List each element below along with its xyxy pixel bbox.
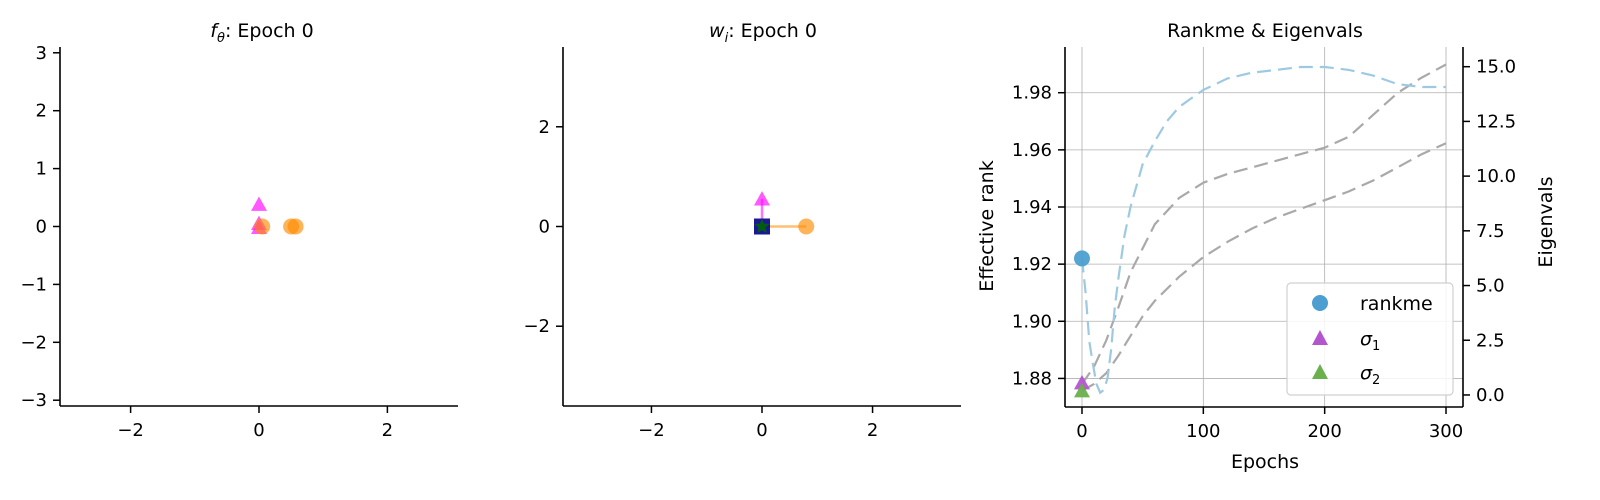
- legend-sigma1-symbol: σ: [1360, 328, 1373, 350]
- sigma2-marker: [1073, 383, 1090, 398]
- panel3-y2tick-label: 7.5: [1476, 221, 1505, 242]
- legend-sigma1-sub: 1: [1372, 339, 1380, 354]
- panel2-axes: −2 0 2 2 0 −2: [523, 47, 961, 441]
- panel3-ytick-label: 1.98: [1012, 83, 1052, 104]
- panel-rankme-eigenvals: Rankme & Eigenvals 0 100 200 300 1.88 1.90 1.9…: [976, 20, 1557, 473]
- panel1-ytick-label: 0: [36, 217, 47, 238]
- legend-sigma2-label: σ2: [1360, 362, 1380, 388]
- sigma1-marker: [1073, 374, 1090, 390]
- panel1-title-var: f: [210, 20, 220, 42]
- panel2-xtick-label: −2: [638, 420, 665, 441]
- panel2-title-rest: : Epoch 0: [728, 20, 817, 42]
- panel3-ytick-label: 1.94: [1012, 197, 1052, 218]
- panel3-ylabel: Effective rank: [976, 160, 998, 291]
- panel3-y2tick-label: 15.0: [1476, 57, 1516, 78]
- panel1-xtick-label: 2: [382, 420, 393, 441]
- panel2-xtick-label: 0: [756, 420, 767, 441]
- panel3-ytick-label: 1.96: [1012, 140, 1052, 161]
- panel3-y2tick-label: 0.0: [1476, 385, 1505, 406]
- panel2-title: wi: Epoch 0: [709, 20, 817, 46]
- panel1-ytick-label: 3: [36, 43, 47, 64]
- panel1-ytick-label: −3: [20, 390, 47, 411]
- panel3-ytick-label: 1.90: [1012, 311, 1052, 332]
- panel1-xtick-label: −2: [117, 420, 144, 441]
- panel3-title: Rankme & Eigenvals: [1167, 20, 1363, 42]
- eigenval-curve-2: [1081, 142, 1447, 392]
- panel3-xtick-label: 100: [1186, 421, 1220, 442]
- rankme-marker: [1073, 250, 1090, 267]
- legend-sigma1-label: σ1: [1360, 328, 1380, 354]
- panel3-axes: 0 100 200 300 1.88 1.90 1.92 1.94 1.96 1.98 0.0 2.5…: [1012, 47, 1516, 442]
- legend-frame: [1286, 282, 1454, 396]
- panel2-point-star: [754, 218, 770, 233]
- panel1-title-sub: θ: [217, 31, 225, 46]
- panel3-marks: [1073, 63, 1447, 398]
- panel1-point-triangle: [251, 196, 267, 211]
- panel1-point-circle: [287, 218, 304, 235]
- panel1-ytick-label: −2: [20, 332, 47, 353]
- panel2-point-triangle: [754, 191, 770, 206]
- panel3-xlabel: Epochs: [1231, 451, 1299, 473]
- panel3-y2tick-label: 12.5: [1476, 111, 1516, 132]
- panel3-xtick-label: 0: [1076, 421, 1087, 442]
- panel2-ytick-label: 2: [539, 117, 550, 138]
- panel2-xtick-label: 2: [867, 420, 878, 441]
- panel3-y2tick-label: 10.0: [1476, 166, 1516, 187]
- panel3-y2tick-label: 2.5: [1476, 330, 1505, 351]
- legend-sigma2-icon: [1312, 364, 1328, 379]
- legend: rankme σ1 σ2: [1286, 282, 1454, 396]
- eigenval-curve-1: [1081, 63, 1447, 385]
- legend-rankme-icon: [1312, 295, 1328, 311]
- legend-sigma2-symbol: σ: [1360, 362, 1373, 384]
- panel2-title-var: w: [709, 20, 725, 42]
- legend-sigma1-icon: [1312, 330, 1328, 345]
- panel1-title-rest: : Epoch 0: [225, 20, 314, 42]
- panel1-ytick-label: 1: [36, 159, 47, 180]
- panel1-title: fθ: Epoch 0: [210, 20, 313, 46]
- panel1-axes: −2 0 2 3 2 1 0 −1 −2 −3: [20, 43, 458, 441]
- panel3-xtick-label: 200: [1307, 421, 1341, 442]
- panel3-y2tick-label: 5.0: [1476, 276, 1505, 297]
- panel1-ytick-label: 2: [36, 101, 47, 122]
- panel1-ytick-label: −1: [20, 274, 47, 295]
- panel2-title-sub: i: [725, 31, 729, 46]
- panel1-xtick-label: 0: [253, 420, 264, 441]
- rankme-curve: [1080, 65, 1446, 395]
- panel2-marks: [754, 191, 815, 235]
- panel2-ytick-label: −2: [523, 316, 550, 337]
- panel2-point-circle: [798, 218, 815, 235]
- panel1-point-circle: [254, 218, 271, 235]
- legend-rankme-label: rankme: [1360, 293, 1433, 315]
- panel3-ytick-label: 1.88: [1012, 368, 1052, 389]
- legend-sigma2-sub: 2: [1372, 373, 1380, 388]
- panel1-marks: [251, 196, 304, 235]
- panel3-ytick-label: 1.92: [1012, 254, 1052, 275]
- panel-f-theta: fθ: Epoch 0 −2 0 2 3 2 1 0 −1 −2 −3: [20, 20, 458, 441]
- panel2-ytick-label: 0: [539, 217, 550, 238]
- panel3-xtick-label: 300: [1429, 421, 1463, 442]
- panel3-y2label: Eigenvals: [1535, 176, 1557, 267]
- panel-w-i: wi: Epoch 0 −2 0 2 2 0 −2: [523, 20, 961, 441]
